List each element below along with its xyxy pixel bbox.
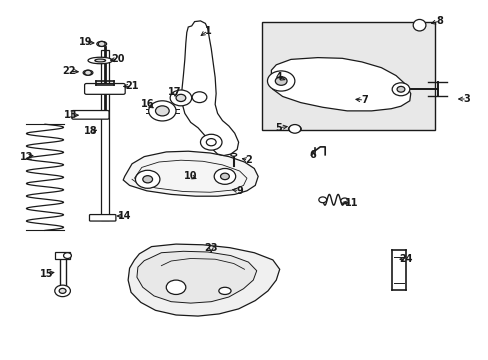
Circle shape [63,253,71,258]
Text: 5: 5 [275,123,282,133]
Ellipse shape [288,125,301,132]
Circle shape [396,86,404,92]
Circle shape [318,197,326,203]
Text: 3: 3 [463,94,469,104]
Text: 19: 19 [79,37,92,48]
Circle shape [155,106,169,116]
Ellipse shape [97,41,106,46]
Text: 23: 23 [204,243,218,253]
Ellipse shape [95,59,105,62]
Bar [101,50,109,220]
Polygon shape [137,251,256,303]
Circle shape [267,71,294,91]
Text: 10: 10 [183,171,197,181]
Text: 2: 2 [244,155,251,165]
Text: 9: 9 [236,186,243,196]
Text: 21: 21 [125,81,139,91]
Text: 20: 20 [111,54,125,64]
Text: 16: 16 [141,99,154,109]
Circle shape [142,176,152,183]
Polygon shape [182,21,238,156]
Text: 13: 13 [64,110,78,120]
Text: 15: 15 [40,269,53,279]
Text: 24: 24 [398,254,412,264]
Ellipse shape [83,70,93,75]
Circle shape [214,168,235,184]
Circle shape [275,77,286,85]
Bar [55,252,70,259]
Text: 14: 14 [118,211,131,221]
Circle shape [148,101,176,121]
Ellipse shape [230,153,236,156]
Circle shape [288,125,300,133]
Circle shape [220,173,229,180]
Circle shape [340,198,348,204]
Text: 12: 12 [20,152,34,162]
Polygon shape [269,58,410,111]
Circle shape [192,92,206,103]
Circle shape [55,285,70,297]
Text: 8: 8 [436,16,443,26]
Text: 18: 18 [83,126,97,136]
Circle shape [135,170,160,188]
Text: 7: 7 [360,95,367,105]
Polygon shape [123,151,258,196]
Circle shape [59,288,66,293]
Text: 1: 1 [204,26,211,36]
FancyBboxPatch shape [72,111,109,119]
Circle shape [84,70,91,75]
Ellipse shape [412,19,425,31]
Ellipse shape [219,287,231,294]
FancyBboxPatch shape [89,215,116,221]
Circle shape [176,94,185,102]
Text: 4: 4 [275,72,282,82]
Text: 17: 17 [168,87,182,97]
FancyBboxPatch shape [261,22,434,130]
Circle shape [391,83,409,96]
Circle shape [166,280,185,294]
Text: 11: 11 [345,198,358,208]
FancyBboxPatch shape [84,84,125,94]
Circle shape [170,90,191,106]
Polygon shape [128,244,279,316]
Circle shape [98,41,105,46]
Ellipse shape [88,57,112,64]
Circle shape [200,134,222,150]
Text: 22: 22 [62,66,76,76]
Text: 6: 6 [309,150,316,160]
Circle shape [206,139,216,146]
